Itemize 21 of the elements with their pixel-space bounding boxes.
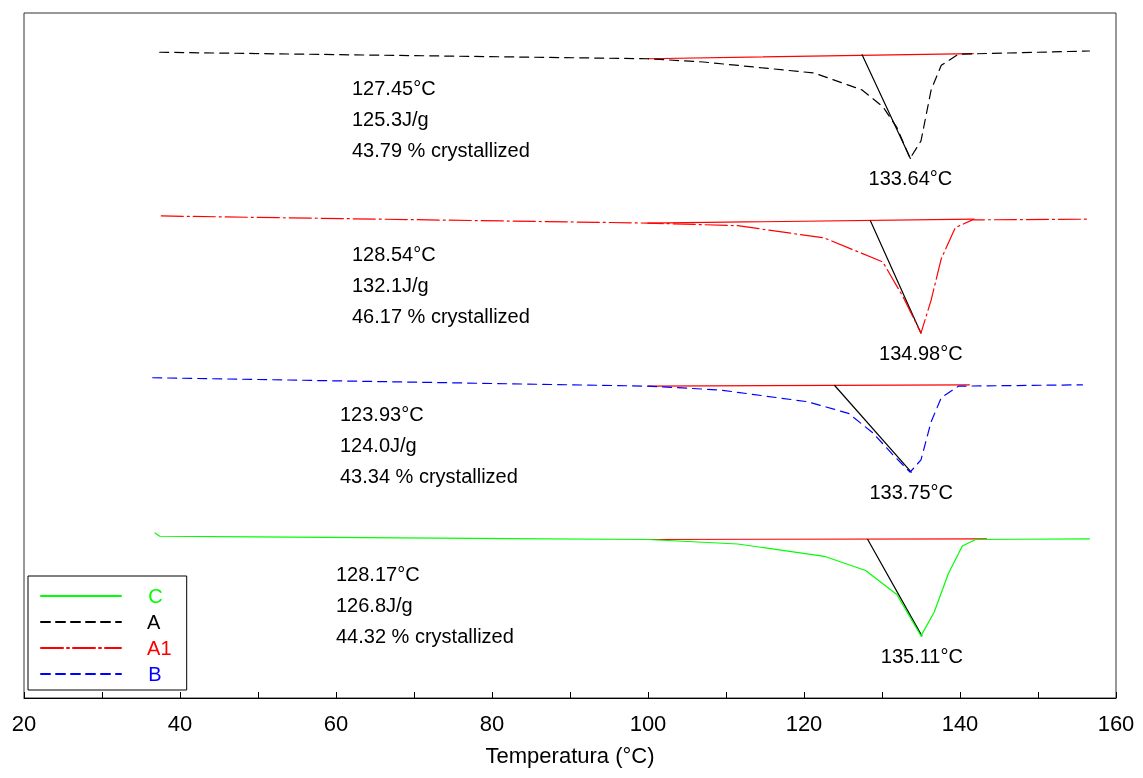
- legend-label: C: [126, 585, 163, 607]
- legend-label: A: [126, 611, 162, 633]
- annotation: 127.45°C 125.3J/g 43.79 % crystallized: [352, 76, 530, 161]
- x-tick-label: 140: [941, 710, 979, 736]
- annotation: 133.75°C: [869, 481, 954, 504]
- x-tick-label: 20: [11, 710, 37, 736]
- annotation: 135.11°C: [880, 644, 963, 667]
- x-tick-label: 60: [323, 710, 349, 736]
- annotation: 134.98°C: [879, 342, 963, 365]
- annotation: 128.54°C 132.1J/g 46.17 % crystallized: [352, 242, 530, 327]
- x-tick-label: 40: [167, 710, 193, 736]
- legend-label: A1: [126, 637, 172, 659]
- x-axis-title: Temperatura (°C): [485, 742, 655, 768]
- annotation: 133.64°C: [868, 167, 953, 190]
- annotation: 128.17°C 126.8J/g 44.32 % crystallized: [336, 562, 514, 647]
- x-tick-label: 120: [785, 710, 823, 736]
- annotation: 123.93°C 124.0J/g 43.34 % crystallized: [340, 402, 518, 487]
- legend-label: B: [126, 663, 162, 685]
- x-tick-label: 80: [479, 710, 505, 736]
- x-tick-label: 100: [629, 710, 667, 736]
- x-tick-label: 160: [1097, 710, 1135, 736]
